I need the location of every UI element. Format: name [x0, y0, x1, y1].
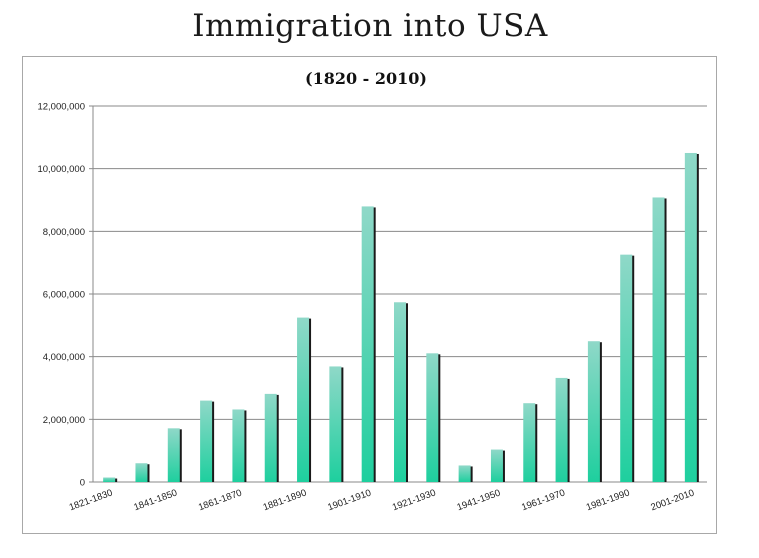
x-tick-label: 1841-1850 [132, 487, 178, 513]
bar [587, 341, 602, 482]
bars [103, 152, 699, 482]
x-tick-label: 1981-1990 [585, 487, 631, 513]
x-tick-label: 1881-1890 [262, 487, 308, 513]
x-tick-label: 1901-1910 [326, 487, 372, 513]
bar-fill [232, 409, 245, 482]
bar [361, 206, 376, 482]
bar-fill [167, 428, 180, 482]
x-axis-ticks: 1821-1830 1841-1850 1861-1870 1881-1890 1901… [68, 487, 696, 513]
bar [684, 152, 699, 482]
bar-fill [652, 197, 665, 482]
x-tick-label: 1941-1950 [456, 487, 502, 513]
bar-fill [200, 400, 213, 482]
bar [523, 403, 538, 482]
bar-fill [684, 152, 697, 482]
bar [297, 317, 312, 482]
bar-fill [587, 341, 600, 482]
bar-fill [620, 254, 633, 482]
y-tick-label: 4,000,000 [43, 352, 85, 363]
y-tick-label: 8,000,000 [43, 227, 85, 238]
bar [555, 377, 570, 482]
y-tick-label: 12,000,000 [37, 102, 85, 113]
bar [200, 400, 215, 482]
bar [426, 353, 441, 482]
bar-fill [523, 403, 536, 482]
bar [135, 463, 150, 482]
bar-fill [555, 377, 568, 482]
bar [167, 428, 182, 482]
x-tick-label: 1861-1870 [197, 487, 243, 513]
bar-fill [490, 449, 503, 482]
x-tick-label: 1961-1970 [520, 487, 566, 513]
bar-fill [264, 393, 277, 482]
bar [652, 197, 667, 482]
x-tick-label: 1821-1830 [68, 487, 114, 513]
chart-subtitle: (1820 - 2010) [305, 69, 427, 88]
bar-fill [361, 206, 374, 482]
bar-fill [297, 317, 310, 482]
y-tick-label: 0 [80, 478, 85, 489]
bar-fill [135, 463, 148, 482]
bar [103, 477, 118, 482]
bar-fill [329, 366, 342, 482]
bar [232, 409, 247, 482]
bar [329, 366, 344, 482]
y-tick-label: 6,000,000 [43, 290, 85, 301]
chart-title: Immigration into USA [192, 8, 548, 44]
bar-fill [426, 353, 439, 482]
x-tick-label: 1921-1930 [391, 487, 437, 513]
bar-fill [458, 465, 471, 482]
x-tick-label: 2001-2010 [649, 487, 695, 513]
bar [458, 465, 473, 482]
bar-fill [103, 477, 116, 482]
y-tick-label: 2,000,000 [43, 415, 85, 426]
y-tick-label: 10,000,000 [37, 164, 85, 175]
bar [620, 254, 635, 482]
bar [490, 449, 505, 482]
y-axis-ticks: 0 2,000,000 4,000,000 6,000,000 8,000,000 10,… [37, 102, 85, 489]
bar [394, 302, 408, 482]
bar-fill [394, 302, 406, 482]
bar [264, 393, 279, 482]
